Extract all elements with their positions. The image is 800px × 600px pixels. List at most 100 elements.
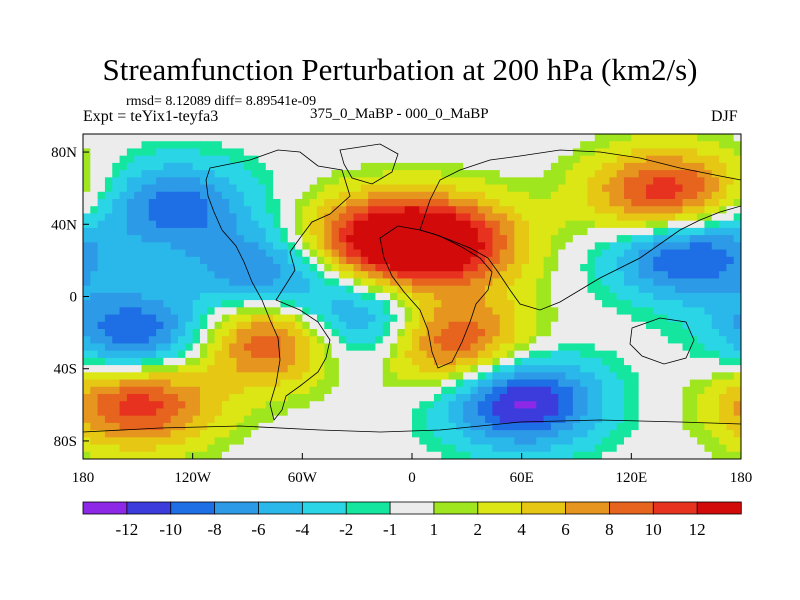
field-cell	[602, 372, 610, 381]
field-cell	[360, 350, 369, 359]
field-cell	[536, 141, 545, 150]
field-cell	[199, 329, 208, 337]
field-cell	[441, 329, 450, 337]
field-cell	[499, 321, 508, 330]
field-cell	[572, 307, 581, 316]
field-cell	[324, 415, 333, 424]
field-cell	[104, 278, 113, 287]
field-cell	[236, 155, 245, 164]
field-cell	[243, 235, 252, 243]
field-cell	[273, 184, 281, 193]
field-cell	[528, 386, 537, 395]
field-cell	[397, 141, 406, 150]
field-cell	[163, 343, 172, 352]
field-cell	[156, 184, 165, 193]
field-cell	[360, 408, 369, 417]
field-cell	[83, 444, 91, 453]
field-cell	[119, 264, 128, 272]
field-cell	[316, 350, 325, 359]
field-cell	[412, 134, 420, 142]
field-cell	[455, 300, 464, 308]
field-cell	[580, 220, 589, 229]
field-cell	[346, 285, 355, 294]
field-cell	[499, 155, 508, 164]
field-cell	[448, 162, 457, 171]
field-cell	[426, 401, 435, 410]
field-cell	[346, 220, 355, 229]
field-cell	[572, 264, 581, 272]
field-cell	[558, 379, 567, 388]
field-cell	[631, 170, 640, 178]
field-cell	[382, 415, 391, 424]
field-cell	[528, 408, 537, 417]
field-cell	[616, 430, 625, 438]
colorbar-swatch	[652, 501, 698, 515]
field-cell	[375, 314, 384, 323]
field-cell	[631, 365, 640, 373]
field-cell	[404, 386, 413, 395]
field-cell	[543, 141, 552, 150]
field-cell	[83, 162, 91, 171]
field-cell	[207, 343, 216, 352]
field-cell	[331, 350, 340, 359]
field-cell	[265, 372, 274, 381]
field-cell	[170, 191, 179, 200]
field-cell	[638, 227, 647, 236]
field-cell	[587, 162, 596, 171]
field-cell	[397, 148, 406, 157]
field-cell	[733, 343, 741, 352]
field-cell	[287, 191, 296, 200]
field-cell	[273, 343, 281, 352]
field-cell	[214, 148, 223, 157]
field-cell	[346, 162, 355, 171]
field-cell	[499, 199, 508, 207]
field-cell	[550, 444, 559, 453]
field-cell	[324, 278, 333, 287]
field-cell	[170, 307, 179, 316]
field-cell	[521, 184, 530, 193]
field-cell	[163, 350, 172, 359]
field-cell	[602, 278, 610, 287]
field-cell	[448, 227, 457, 236]
field-cell	[419, 372, 428, 381]
field-cell	[485, 235, 494, 243]
field-cell	[441, 451, 450, 459]
field-cell	[134, 184, 143, 193]
field-cell	[126, 213, 135, 222]
field-cell	[667, 285, 676, 294]
field-cell	[265, 336, 274, 345]
field-cell	[711, 213, 720, 222]
field-cell	[192, 170, 201, 178]
field-cell	[514, 401, 523, 410]
field-cell	[675, 451, 684, 459]
field-cell	[287, 430, 296, 438]
field-cell	[412, 292, 420, 301]
field-cell	[90, 430, 99, 438]
field-cell	[390, 271, 398, 280]
field-cell	[251, 343, 260, 352]
field-cell	[397, 191, 406, 200]
field-cell	[258, 264, 267, 272]
field-cell	[141, 386, 150, 395]
field-cell	[653, 177, 662, 186]
field-cell	[126, 372, 135, 381]
field-cell	[295, 386, 303, 395]
field-cell	[528, 357, 537, 366]
field-cell	[397, 430, 406, 438]
field-cell	[572, 415, 581, 424]
field-cell	[536, 444, 545, 453]
field-cell	[667, 451, 676, 459]
field-cell	[433, 235, 442, 243]
field-cell	[704, 437, 713, 446]
field-cell	[572, 155, 581, 164]
field-cell	[156, 422, 165, 431]
field-cell	[587, 408, 596, 417]
field-cell	[178, 278, 186, 287]
field-cell	[243, 350, 252, 359]
colorbar-label: -10	[159, 520, 182, 539]
field-cell	[477, 242, 486, 251]
field-cell	[675, 227, 684, 236]
field-cell	[302, 199, 311, 207]
field-cell	[477, 394, 486, 402]
field-cell	[448, 437, 457, 446]
